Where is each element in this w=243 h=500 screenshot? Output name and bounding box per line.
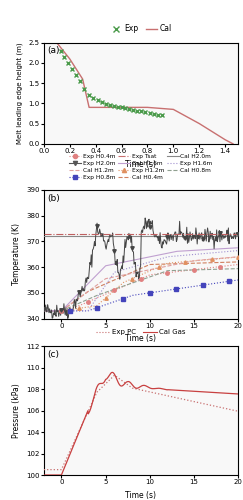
Y-axis label: Temperature (K): Temperature (K) bbox=[11, 223, 20, 285]
Text: (b): (b) bbox=[48, 194, 60, 202]
Legend: Exp, Cal: Exp, Cal bbox=[107, 21, 175, 36]
Legend: Exp PC, Cal Gas: Exp PC, Cal Gas bbox=[94, 326, 188, 338]
Legend: Exp H0.4m, Exp H2.0m, Cal H1.2m, Exp H0.8m, Exp Tsat, Cal H1.6m, Exp H1.2m, Cal : Exp H0.4m, Exp H2.0m, Cal H1.2m, Exp H0.… bbox=[67, 152, 215, 182]
X-axis label: Time (s): Time (s) bbox=[125, 160, 156, 168]
X-axis label: Time (s): Time (s) bbox=[125, 334, 156, 344]
X-axis label: Time (s): Time (s) bbox=[125, 490, 156, 500]
Y-axis label: Melt leading edge height (m): Melt leading edge height (m) bbox=[16, 42, 23, 144]
Text: (c): (c) bbox=[48, 350, 60, 359]
Text: (a): (a) bbox=[48, 46, 60, 54]
Y-axis label: Pressure (kPa): Pressure (kPa) bbox=[11, 383, 20, 438]
